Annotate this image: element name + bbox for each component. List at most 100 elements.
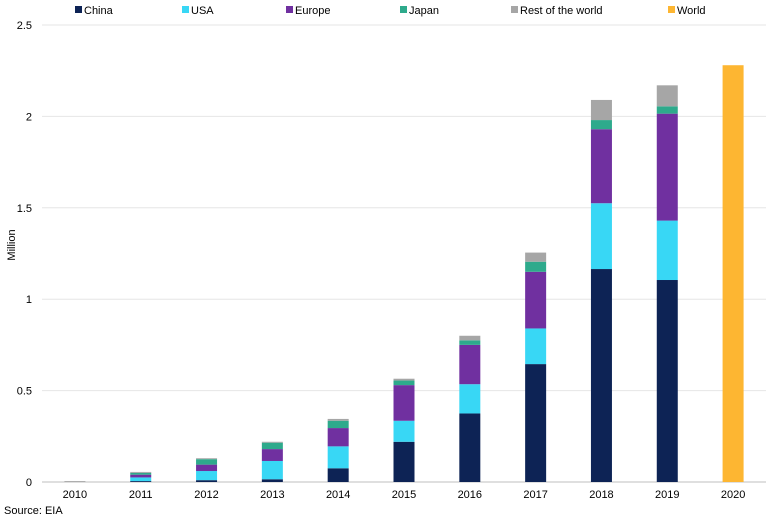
legend-label: Europe: [295, 5, 330, 17]
legend-item-europe: Europe: [286, 5, 330, 17]
source-note: Source: EIA: [4, 505, 63, 517]
legend-item-china: China: [75, 5, 114, 17]
bar-stack-2018: [590, 99, 612, 482]
legend-label: USA: [191, 5, 214, 17]
bar-segment-rest-of-the-world-2016: [459, 335, 481, 341]
bar-segment-japan-2013: [261, 442, 283, 450]
bar-segment-japan-2016: [459, 340, 481, 345]
y-axis-title: Million: [6, 229, 18, 260]
bar-segment-usa-2018: [590, 203, 612, 270]
x-tick-label: 2017: [523, 489, 547, 501]
bar-stack-2012: [196, 458, 218, 482]
bar-segment-china-2018: [590, 269, 612, 482]
bar-segment-rest-of-the-world-2010: [64, 481, 86, 482]
bar-segment-europe-2018: [590, 129, 612, 204]
bar-segment-usa-2011: [130, 477, 152, 482]
bar-stack-2019: [656, 85, 678, 482]
legend-item-usa: USA: [182, 5, 214, 17]
bar-segment-europe-2014: [327, 428, 349, 447]
bar-segment-usa-2014: [327, 446, 349, 469]
x-axis-ticks: 2010 2011 2012 2013 2014 2015 2016 2017 2018 2019…: [63, 489, 746, 501]
bar-segment-europe-2015: [393, 385, 415, 421]
bar-segment-usa-2013: [261, 460, 283, 480]
bar-segment-europe-2016: [459, 344, 481, 385]
bar-stack-2014: [327, 418, 349, 482]
x-tick-label: 2016: [458, 489, 482, 501]
bar-segment-europe-2017: [525, 271, 547, 329]
bar-segment-rest-of-the-world-2012: [196, 458, 218, 460]
bar-segment-usa-2019: [656, 220, 678, 281]
x-tick-label: 2011: [129, 489, 153, 501]
bar-segment-china-2011: [130, 481, 152, 482]
bar-segment-usa-2012: [196, 471, 218, 481]
bar-segment-japan-2019: [656, 106, 678, 114]
bar-segment-europe-2011: [130, 474, 152, 478]
bar-segment-rest-of-the-world-2017: [525, 252, 547, 262]
legend-label: World: [677, 5, 706, 17]
x-tick-label: 2010: [63, 489, 87, 501]
y-tick-label: 2.5: [17, 20, 32, 32]
bar-stack-2015: [393, 378, 415, 482]
bar-segment-japan-2011: [130, 472, 152, 475]
x-tick-label: 2015: [392, 489, 416, 501]
legend-item-japan: Japan: [400, 5, 439, 17]
bar-segment-china-2019: [656, 280, 678, 482]
bar-stack-2020: [722, 65, 744, 482]
bar-segment-europe-2012: [196, 464, 218, 472]
y-tick-label: 2: [26, 111, 32, 123]
legend-swatch: [286, 6, 293, 13]
bar-segment-rest-of-the-world-2015: [393, 378, 415, 381]
bar-segment-usa-2017: [525, 328, 547, 365]
bar-segment-china-2015: [393, 441, 415, 482]
bar-segment-usa-2016: [459, 384, 481, 414]
bar-segment-japan-2014: [327, 420, 349, 429]
legend-label: Japan: [409, 5, 439, 17]
bar-segment-japan-2015: [393, 380, 415, 386]
y-tick-label: 1.5: [17, 203, 32, 215]
legend-label: China: [84, 5, 114, 17]
x-tick-label: 2018: [589, 489, 613, 501]
bar-segment-china-2014: [327, 468, 349, 482]
y-tick-label: 0: [26, 477, 32, 489]
bar-segment-europe-2013: [261, 449, 283, 461]
y-axis-ticks: 0 0.5 1 1.5 2 2.5: [17, 20, 32, 489]
legend-item-rest-of-the-world: Rest of the world: [511, 5, 603, 17]
bar-segment-japan-2012: [196, 459, 218, 465]
bar-segment-china-2012: [196, 480, 218, 482]
bar-segment-europe-2019: [656, 113, 678, 221]
bar-stack-2013: [261, 441, 283, 482]
x-tick-label: 2020: [721, 489, 745, 501]
bar-stack-2010: [64, 481, 86, 482]
x-tick-label: 2012: [194, 489, 218, 501]
y-tick-label: 0.5: [17, 386, 32, 398]
legend-swatch: [400, 6, 407, 13]
bar-segment-china-2013: [261, 479, 283, 482]
legend: China USA Europe Japan Rest of the world Worl…: [75, 5, 706, 17]
bar-segment-china-2017: [525, 364, 547, 482]
legend-swatch: [668, 6, 675, 13]
legend-swatch: [75, 6, 82, 13]
y-tick-label: 1: [26, 294, 32, 306]
bar-segment-japan-2017: [525, 261, 547, 272]
bar-stack-2011: [130, 471, 152, 482]
gridlines: [42, 24, 766, 483]
bar-segment-rest-of-the-world-2019: [656, 85, 678, 107]
x-tick-label: 2014: [326, 489, 350, 501]
bar-stack-2017: [525, 252, 547, 482]
legend-swatch: [182, 6, 189, 13]
bar-stack-2016: [459, 335, 481, 482]
bar-segment-world-2020: [722, 65, 744, 482]
legend-swatch: [511, 6, 518, 13]
legend-label: Rest of the world: [520, 5, 603, 17]
x-tick-label: 2019: [655, 489, 679, 501]
bar-segment-china-2016: [459, 413, 481, 482]
bar-segment-rest-of-the-world-2013: [261, 441, 283, 443]
bar-segment-usa-2015: [393, 420, 415, 442]
bar-stacks: [64, 65, 744, 482]
bar-segment-rest-of-the-world-2018: [590, 99, 612, 121]
bar-segment-rest-of-the-world-2011: [130, 471, 152, 473]
bar-segment-japan-2018: [590, 120, 612, 130]
bar-segment-rest-of-the-world-2014: [327, 418, 349, 421]
